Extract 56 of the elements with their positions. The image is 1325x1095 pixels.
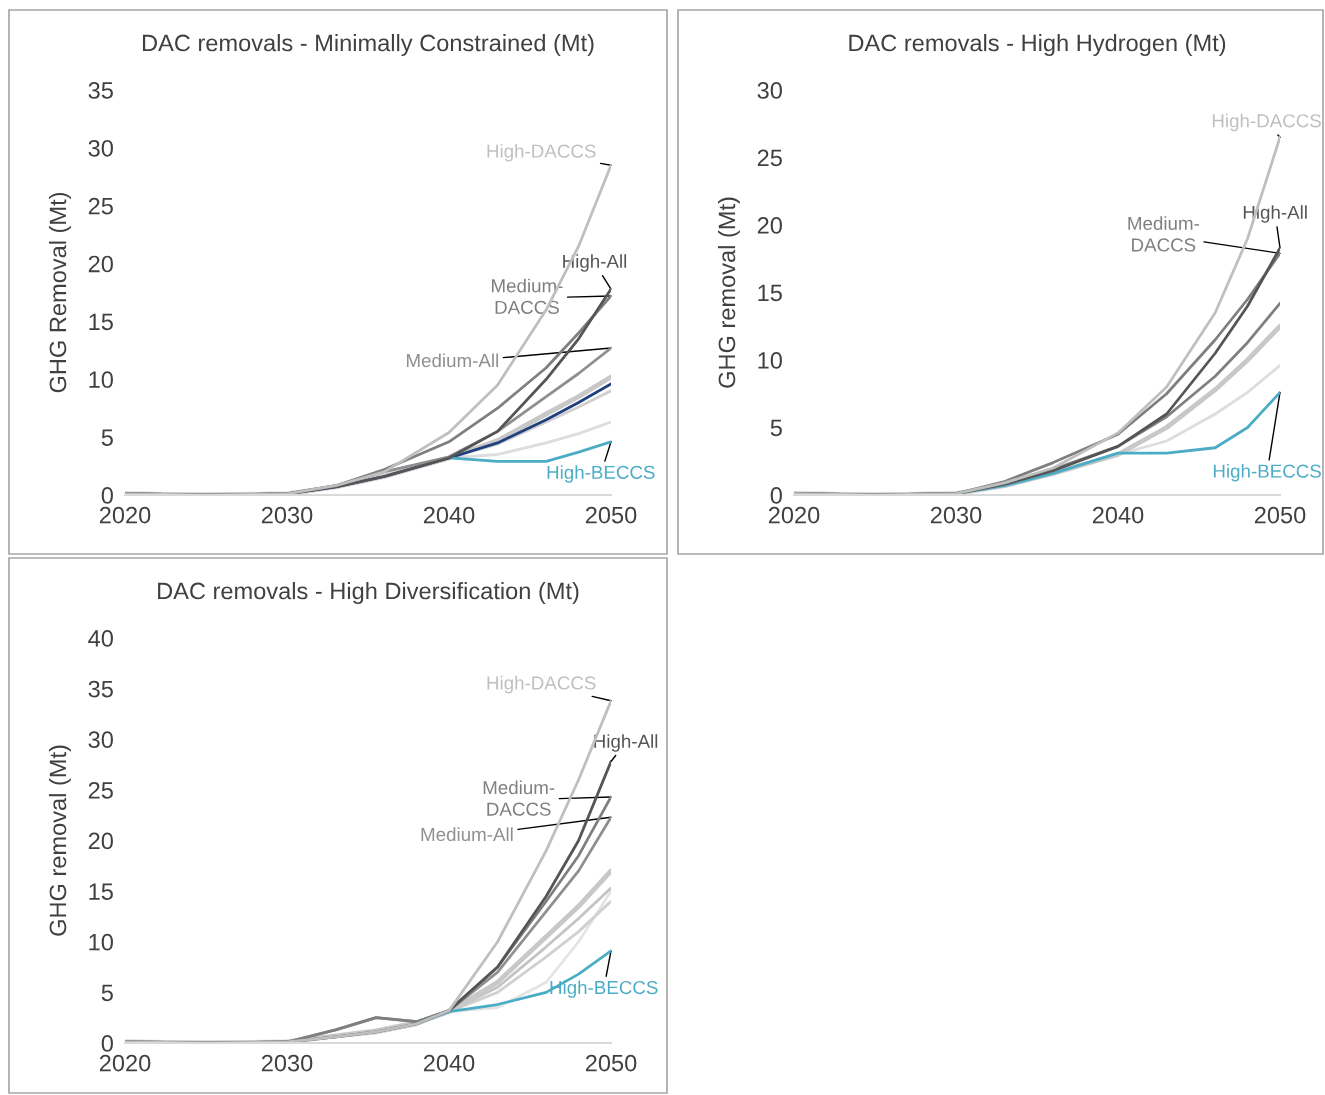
- y-tick-label: 15: [89, 883, 113, 900]
- series-label: Medium-DACCS: [492, 278, 563, 314]
- y-tick-label: 5: [770, 419, 782, 437]
- x-tick-label: 2050: [585, 506, 637, 524]
- x-tick-label: 2030: [930, 506, 982, 524]
- x-tick-label: 2050: [585, 1054, 637, 1072]
- chart-title: DAC removals - High Hydrogen (Mt): [849, 34, 1226, 57]
- series-label: High-DACCS: [487, 675, 596, 694]
- y-tick-label: 15: [758, 284, 782, 302]
- y-tick-label: 10: [89, 933, 113, 951]
- chart-title: DAC removals - High Diversification (Mt): [158, 582, 579, 605]
- y-axis-title: GHG removal (Mt): [717, 197, 740, 388]
- x-tick-label: 2050: [1254, 506, 1306, 524]
- x-tick-label: 2040: [423, 1054, 475, 1072]
- y-tick-label: 15: [89, 313, 113, 331]
- y-tick-label: 10: [89, 371, 113, 389]
- y-tick-label: 20: [88, 832, 113, 850]
- x-tick-label: 2020: [768, 506, 820, 524]
- y-tick-label: 35: [88, 82, 113, 99]
- x-tick-label: 2040: [1092, 506, 1144, 524]
- series-label: High-All: [563, 254, 627, 272]
- y-axis-title: GHG removal (Mt): [48, 745, 71, 936]
- series-label: High-BECCS: [547, 465, 655, 483]
- y-axis-title: GHG Removal (Mt): [48, 192, 71, 393]
- y-tick-label: 25: [88, 781, 113, 799]
- y-tick-label: 5: [101, 429, 113, 446]
- y-tick-label: 0: [770, 487, 782, 504]
- text: Medium-DACCS: [483, 780, 555, 816]
- x-tick-label: 2030: [261, 506, 313, 524]
- text: Medium-All: [406, 353, 498, 368]
- y-tick-label: 30: [88, 139, 113, 157]
- series-label: High-All: [1243, 205, 1307, 223]
- y-tick-label: 10: [758, 352, 782, 369]
- y-tick-label: 5: [101, 984, 113, 1002]
- y-tick-label: 40: [88, 630, 113, 647]
- y-tick-label: 30: [88, 731, 113, 749]
- y-tick-label: 0: [101, 487, 113, 504]
- x-tick-label: 2020: [99, 506, 151, 524]
- series-label: High-DACCS: [487, 144, 596, 162]
- chart-title: DAC removals - Minimally Constrained (Mt): [142, 34, 594, 57]
- text: Medium-All: [421, 827, 513, 842]
- y-tick-label: 35: [88, 680, 113, 698]
- text: Medium-DACCS: [1128, 216, 1199, 252]
- y-tick-label: 20: [88, 255, 113, 273]
- y-tick-label: 25: [88, 197, 113, 215]
- series-label: High-DACCS: [1212, 113, 1321, 132]
- x-tick-label: 2030: [261, 1054, 313, 1072]
- y-tick-label: 20: [757, 217, 782, 234]
- series-label: High-BECCS: [1213, 463, 1321, 482]
- series-label: High-All: [594, 734, 658, 752]
- series-label: High-BECCS: [550, 980, 658, 998]
- y-tick-label: 0: [101, 1035, 113, 1052]
- y-tick-label: 25: [757, 149, 782, 167]
- x-tick-label: 2020: [99, 1054, 151, 1072]
- y-tick-label: 30: [757, 82, 782, 99]
- x-tick-label: 2040: [423, 506, 475, 524]
